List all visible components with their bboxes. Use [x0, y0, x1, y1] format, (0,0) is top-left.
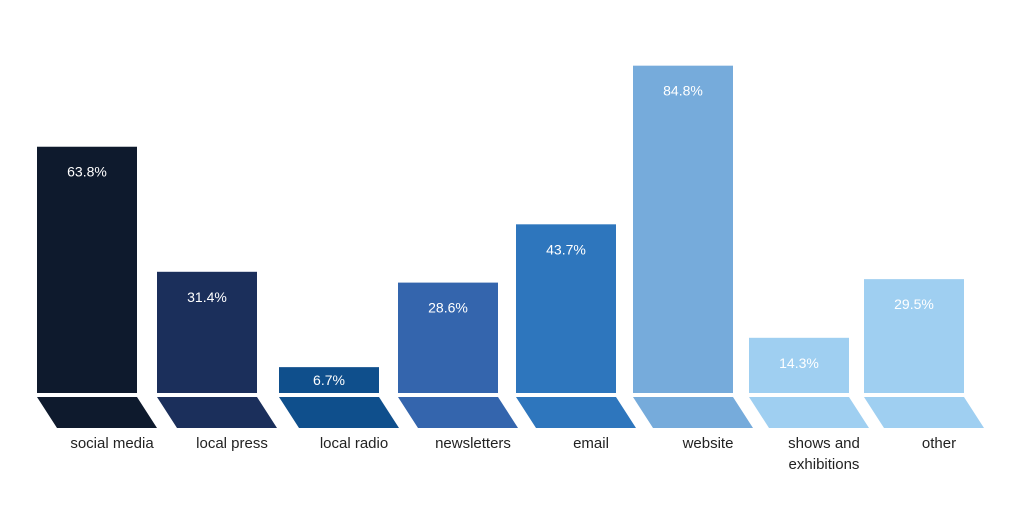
category-label-newsletters: newsletters: [435, 435, 511, 452]
category-label-shows-and-exhibitions: shows and exhibitions: [788, 435, 860, 473]
floor-group: [37, 397, 984, 428]
bar-floor-shows-and-exhibitions: [749, 397, 869, 428]
value-label-newsletters: 28.6%: [428, 300, 468, 316]
category-label-local-radio: local radio: [320, 435, 388, 452]
bar-floor-local-press: [157, 397, 277, 428]
value-label-email: 43.7%: [546, 241, 586, 257]
bars-group: [37, 65, 964, 393]
value-label-shows-and-exhibitions: 14.3%: [779, 355, 819, 371]
bar-floor-website: [633, 397, 753, 428]
value-label-social-media: 63.8%: [67, 164, 107, 180]
bar-floor-social-media: [37, 397, 157, 428]
bar-shows-and-exhibitions: [749, 337, 849, 393]
value-labels-group: 63.8% 31.4% 6.7% 28.6% 43.7% 84.8% 14.3% 29.5%: [67, 83, 934, 388]
bar-newsletters: [398, 282, 498, 393]
value-label-website: 84.8%: [663, 83, 703, 99]
value-label-local-radio: 6.7%: [313, 372, 345, 388]
bar-floor-local-radio: [279, 397, 399, 428]
value-label-local-press: 31.4%: [187, 289, 227, 305]
category-label-social-media: social media: [70, 435, 154, 452]
category-labels-group: social media local press local radio newsle…: [70, 435, 956, 473]
bar-social-media: [37, 146, 137, 393]
category-label-website: website: [682, 435, 734, 452]
bar-local-press: [157, 271, 257, 393]
category-label-other: other: [922, 435, 956, 452]
bar-website: [633, 65, 733, 393]
bar-floor-email: [516, 397, 636, 428]
bar-local-radio: [279, 367, 379, 393]
bar-floor-newsletters: [398, 397, 518, 428]
category-label-local-press: local press: [196, 435, 268, 452]
bar-other: [864, 279, 964, 393]
bar-floor-other: [864, 397, 984, 428]
category-label-email: email: [573, 435, 609, 452]
value-label-other: 29.5%: [894, 296, 934, 312]
bar-email: [516, 224, 616, 393]
